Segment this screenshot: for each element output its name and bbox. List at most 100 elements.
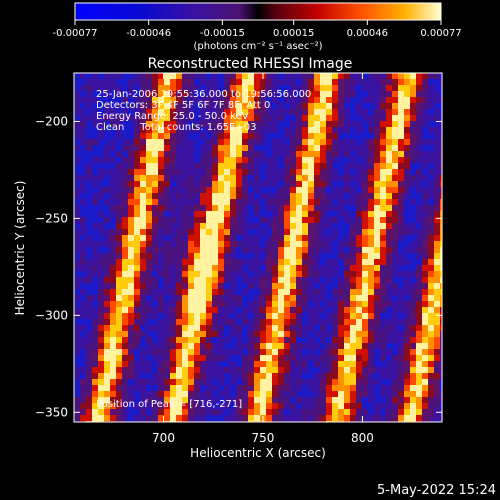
heat-cell xyxy=(392,265,398,271)
heat-cell xyxy=(416,115,422,121)
heat-cell xyxy=(182,391,188,397)
heat-cell xyxy=(242,199,248,205)
heat-cell xyxy=(320,175,326,181)
heat-cell xyxy=(218,163,224,169)
heat-cell xyxy=(254,217,260,223)
heat-cell xyxy=(164,73,170,79)
heat-cell xyxy=(362,325,368,331)
heat-cell xyxy=(122,403,128,409)
heat-cell xyxy=(374,289,380,295)
heat-cell xyxy=(380,241,386,247)
heat-cell xyxy=(410,325,416,331)
heat-cell xyxy=(230,211,236,217)
heat-cell xyxy=(74,361,80,367)
heat-cell xyxy=(392,277,398,283)
heat-cell xyxy=(362,175,368,181)
heat-cell xyxy=(242,109,248,115)
heat-cell xyxy=(332,91,338,97)
heat-cell xyxy=(410,349,416,355)
heat-cell xyxy=(164,385,170,391)
heat-cell xyxy=(302,217,308,223)
heat-cell xyxy=(236,409,242,415)
heat-cell xyxy=(170,343,176,349)
heat-cell xyxy=(86,367,92,373)
heat-cell xyxy=(104,337,110,343)
heat-cell xyxy=(326,337,332,343)
heat-cell xyxy=(74,223,80,229)
heat-cell xyxy=(290,271,296,277)
heat-cell xyxy=(332,331,338,337)
heat-cell xyxy=(176,145,182,151)
heat-cell xyxy=(398,247,404,253)
heat-cell xyxy=(98,97,104,103)
heat-cell xyxy=(362,127,368,133)
heat-cell xyxy=(428,253,434,259)
heat-cell xyxy=(206,145,212,151)
heat-cell xyxy=(392,193,398,199)
colorbar-ticks: -0.00077 -0.00046 -0.00015 0.00015 0.00046 0.… xyxy=(53,20,462,39)
heat-cell xyxy=(80,307,86,313)
heat-cell xyxy=(386,289,392,295)
heat-cell xyxy=(80,271,86,277)
heat-cell xyxy=(422,73,428,79)
heat-cell xyxy=(230,109,236,115)
heat-cell xyxy=(326,271,332,277)
heat-cell xyxy=(248,229,254,235)
heat-cell xyxy=(272,355,278,361)
heat-cell xyxy=(398,337,404,343)
heat-cell xyxy=(158,217,164,223)
heat-cell xyxy=(266,271,272,277)
heat-cell xyxy=(128,79,134,85)
heat-cell xyxy=(290,121,296,127)
heat-cell xyxy=(92,367,98,373)
heat-cell xyxy=(110,139,116,145)
heat-cell xyxy=(296,235,302,241)
heat-cell xyxy=(80,109,86,115)
heat-cell xyxy=(158,271,164,277)
heat-cell xyxy=(356,157,362,163)
heat-cell xyxy=(164,367,170,373)
heat-cell xyxy=(362,109,368,115)
heat-cell xyxy=(146,313,152,319)
heat-cell xyxy=(176,133,182,139)
heat-cell xyxy=(344,325,350,331)
heat-cell xyxy=(254,349,260,355)
heat-cell xyxy=(182,85,188,91)
heat-cell xyxy=(308,319,314,325)
heat-cell xyxy=(242,235,248,241)
heat-cell xyxy=(428,409,434,415)
heat-cell xyxy=(296,343,302,349)
heat-cell xyxy=(398,379,404,385)
heat-cell xyxy=(398,403,404,409)
x-tick-label: 700 xyxy=(152,431,175,445)
heat-cell xyxy=(266,361,272,367)
heat-cell xyxy=(338,103,344,109)
heat-cell xyxy=(314,211,320,217)
heat-cell xyxy=(356,247,362,253)
heat-cell xyxy=(296,193,302,199)
heat-cell xyxy=(440,199,442,205)
heat-cell xyxy=(338,193,344,199)
heat-cell xyxy=(152,109,158,115)
heat-cell xyxy=(320,187,326,193)
heat-cell xyxy=(284,121,290,127)
heat-cell xyxy=(416,217,422,223)
heat-cell xyxy=(338,133,344,139)
heat-cell xyxy=(236,247,242,253)
heat-cell xyxy=(266,391,272,397)
heat-cell xyxy=(272,115,278,121)
heat-cell xyxy=(158,145,164,151)
heat-cell xyxy=(170,367,176,373)
heat-cell xyxy=(146,409,152,415)
heat-cell xyxy=(74,403,80,409)
heat-cell xyxy=(146,151,152,157)
heat-cell xyxy=(212,151,218,157)
heat-cell xyxy=(404,121,410,127)
heat-cell xyxy=(242,343,248,349)
heat-cell xyxy=(314,397,320,403)
heat-cell xyxy=(320,205,326,211)
heat-cell xyxy=(398,259,404,265)
heat-cell xyxy=(362,151,368,157)
heat-cell xyxy=(386,403,392,409)
heat-cell xyxy=(434,397,440,403)
